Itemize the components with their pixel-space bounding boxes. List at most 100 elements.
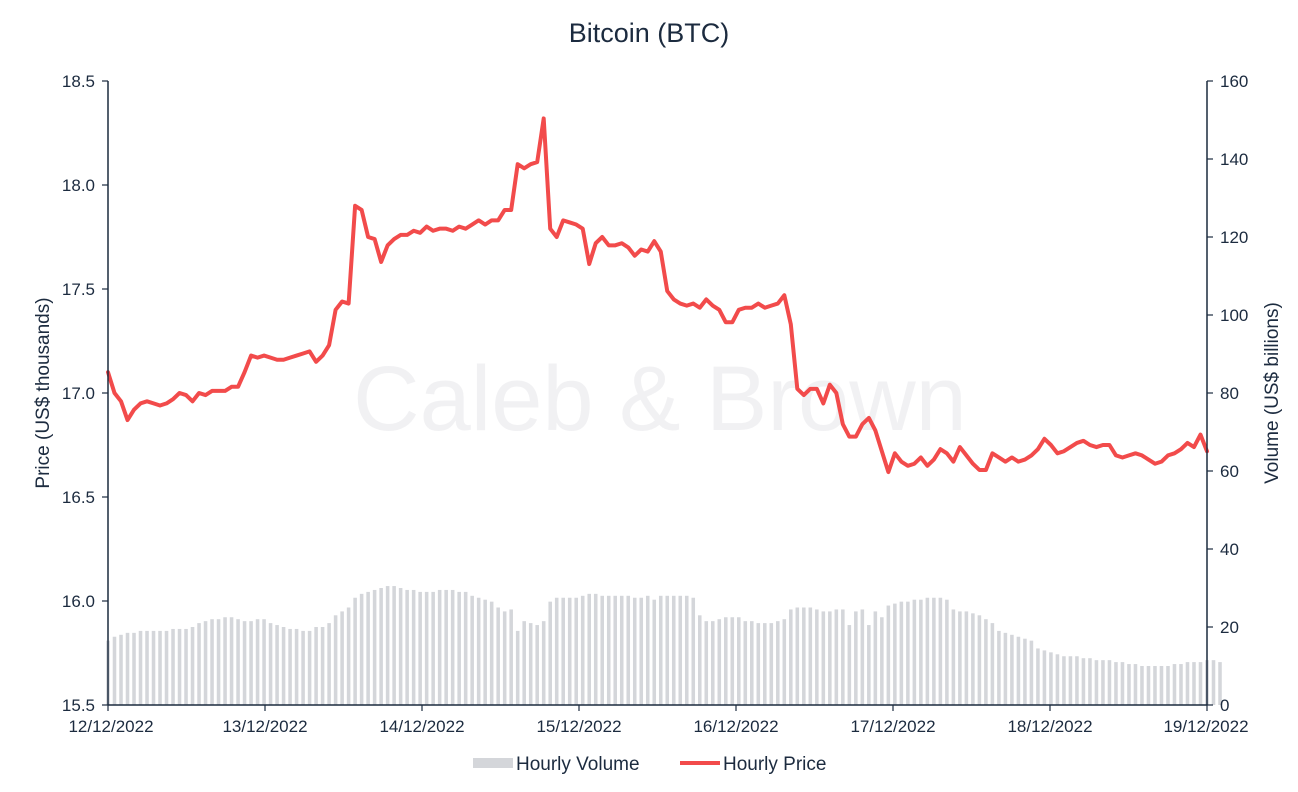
volume-bar bbox=[710, 621, 715, 705]
volume-bar bbox=[281, 627, 286, 705]
volume-bar bbox=[1088, 658, 1092, 705]
right-tick-label: 100 bbox=[1220, 306, 1248, 325]
volume-bar bbox=[366, 591, 370, 705]
left-tick-label: 16.5 bbox=[62, 488, 95, 507]
volume-bar bbox=[639, 597, 644, 705]
volume-bar bbox=[951, 609, 956, 705]
volume-bar bbox=[1127, 664, 1131, 705]
volume-bar bbox=[1166, 666, 1170, 705]
volume-bar bbox=[873, 611, 878, 705]
volume-bar bbox=[776, 621, 780, 705]
right-tick-label: 120 bbox=[1220, 228, 1248, 247]
price-line bbox=[106, 116, 1209, 475]
volume-bar bbox=[880, 617, 884, 705]
volume-bar bbox=[600, 595, 605, 705]
watermark-text: Caleb & Brown bbox=[353, 348, 967, 450]
volume-bar bbox=[515, 630, 520, 705]
volume-bar bbox=[509, 609, 513, 705]
volume-bar bbox=[301, 630, 305, 705]
volume-bar bbox=[671, 595, 676, 705]
x-tick-label: 16/12/2022 bbox=[693, 717, 778, 736]
right-tick-label: 60 bbox=[1220, 462, 1239, 481]
volume-bar bbox=[1101, 660, 1105, 705]
volume-bar bbox=[912, 599, 917, 705]
volume-bar bbox=[893, 603, 897, 705]
left-tick-label: 15.5 bbox=[62, 696, 95, 715]
left-axis-label: Price (US$ thousands) bbox=[33, 297, 54, 488]
volume-bar bbox=[418, 591, 422, 705]
volume-bars bbox=[106, 586, 1222, 705]
volume-bar bbox=[1198, 662, 1203, 705]
volume-bar bbox=[424, 591, 429, 705]
volume-bar bbox=[704, 621, 709, 705]
volume-bar bbox=[587, 593, 591, 705]
volume-bar bbox=[691, 597, 696, 705]
volume-bar bbox=[1003, 632, 1008, 705]
left-tick-label: 17.5 bbox=[62, 280, 95, 299]
volume-bar bbox=[405, 589, 409, 705]
x-axis-ticks: 12/12/2022 13/12/2022 14/12/2022 15/12/2022… bbox=[68, 705, 1249, 736]
volume-bar bbox=[854, 611, 858, 705]
volume-bar bbox=[327, 623, 331, 705]
volume-bar bbox=[431, 591, 435, 705]
volume-bar bbox=[535, 625, 539, 705]
volume-bar bbox=[593, 593, 598, 705]
volume-bar bbox=[1114, 662, 1118, 705]
left-tick-label: 18.5 bbox=[62, 72, 95, 91]
volume-bar bbox=[236, 619, 240, 705]
volume-bar bbox=[1140, 666, 1144, 705]
volume-bar bbox=[392, 586, 396, 705]
volume-bar bbox=[470, 595, 474, 705]
volume-bar bbox=[1192, 662, 1196, 705]
volume-bar bbox=[678, 595, 683, 705]
right-axis-ticks: 0 20 40 60 80 100 120 140 160 bbox=[1207, 72, 1248, 715]
volume-bar bbox=[1036, 648, 1040, 705]
volume-bar bbox=[359, 593, 364, 705]
volume-bar bbox=[984, 619, 988, 705]
volume-bar bbox=[229, 617, 234, 705]
x-tick-label: 18/12/2022 bbox=[1007, 717, 1092, 736]
volume-bar bbox=[684, 595, 689, 705]
volume-bar bbox=[223, 617, 227, 705]
volume-bar bbox=[548, 601, 552, 705]
volume-bar bbox=[886, 605, 891, 705]
volume-bar bbox=[665, 595, 670, 705]
volume-bar bbox=[561, 597, 565, 705]
volume-bar bbox=[190, 627, 195, 705]
right-tick-label: 0 bbox=[1220, 696, 1229, 715]
left-axis-ticks: 15.5 16.0 16.5 17.0 17.5 18.0 18.5 bbox=[62, 72, 108, 715]
volume-bar bbox=[847, 625, 852, 705]
volume-bar bbox=[502, 611, 507, 705]
volume-bar bbox=[919, 599, 923, 705]
volume-bar bbox=[489, 601, 494, 705]
volume-bar bbox=[652, 599, 657, 705]
volume-bar bbox=[1185, 662, 1190, 705]
volume-bar bbox=[554, 597, 559, 705]
volume-bar bbox=[288, 628, 292, 705]
volume-bar bbox=[346, 607, 351, 705]
volume-bar bbox=[932, 597, 936, 705]
x-tick-label: 15/12/2022 bbox=[536, 717, 621, 736]
volume-bar bbox=[769, 623, 774, 705]
volume-bar bbox=[294, 628, 299, 705]
volume-bar bbox=[743, 621, 748, 705]
volume-bar bbox=[307, 630, 312, 705]
volume-bar bbox=[1075, 656, 1079, 705]
volume-bar bbox=[730, 617, 735, 705]
volume-bar bbox=[1068, 656, 1073, 705]
right-tick-label: 40 bbox=[1220, 540, 1239, 559]
right-axis-label: Volume (US$ billions) bbox=[1262, 302, 1283, 484]
volume-bar bbox=[138, 630, 143, 705]
volume-bar bbox=[626, 595, 631, 705]
volume-bar bbox=[860, 609, 865, 705]
volume-bar bbox=[242, 621, 247, 705]
volume-bar bbox=[320, 627, 325, 705]
volume-bar bbox=[476, 597, 481, 705]
legend-price-label: Hourly Price bbox=[723, 754, 826, 775]
x-tick-label: 13/12/2022 bbox=[222, 717, 307, 736]
volume-bar bbox=[203, 621, 208, 705]
volume-bar bbox=[164, 630, 169, 705]
volume-bar bbox=[275, 625, 279, 705]
volume-bar bbox=[437, 589, 442, 705]
volume-bar bbox=[1172, 664, 1177, 705]
